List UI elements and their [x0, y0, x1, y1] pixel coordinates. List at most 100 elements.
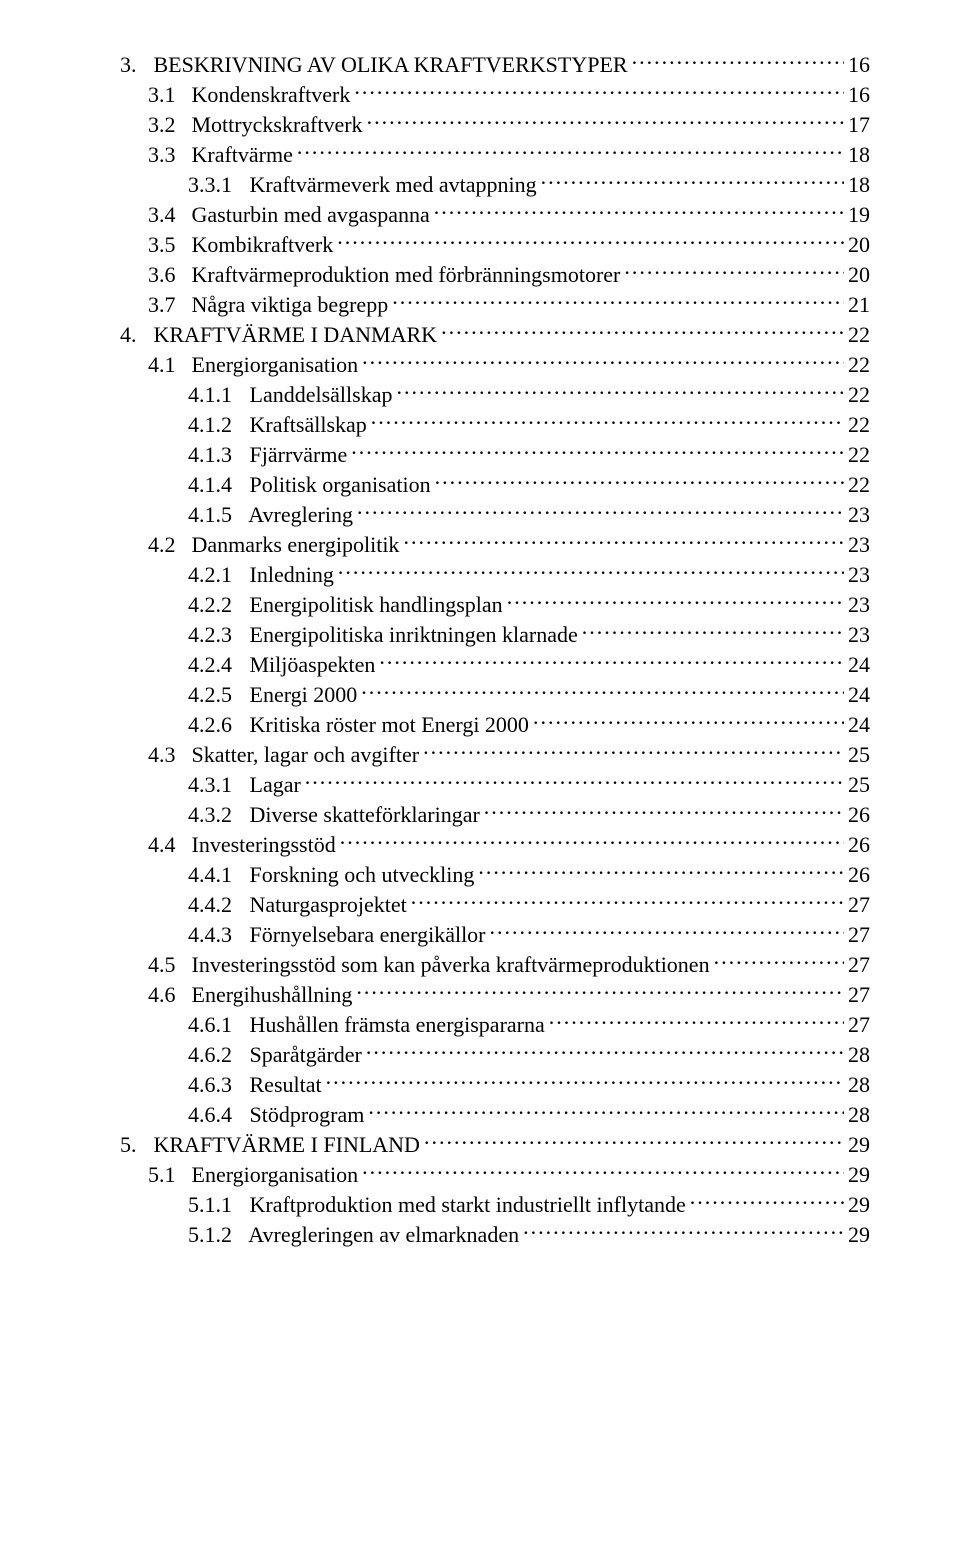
- toc-leader-dots: [379, 650, 844, 672]
- toc-leader-dots: [714, 950, 844, 972]
- toc-entry-label: 5.1 Energiorganisation: [148, 1160, 358, 1190]
- toc-entry-title: Inledning: [244, 562, 334, 587]
- toc-leader-dots: [435, 470, 844, 492]
- toc-entry-number: 3.3.1: [188, 170, 244, 200]
- toc-entry: 4.2.5 Energi 200024: [120, 680, 870, 710]
- toc-entry-page: 23: [848, 590, 870, 620]
- toc-entry-page: 20: [848, 230, 870, 260]
- toc-entry-page: 16: [848, 50, 870, 80]
- toc-entry-label: 4.4.1 Forskning och utveckling: [188, 860, 474, 890]
- toc-entry-page: 26: [848, 800, 870, 830]
- toc-entry-label: 4.3 Skatter, lagar och avgifter: [148, 740, 419, 770]
- toc-entry-page: 29: [848, 1220, 870, 1250]
- toc-entry-title: Avregleringen av elmarknaden: [244, 1222, 519, 1247]
- toc-entry-number: 4.2.6: [188, 710, 244, 740]
- toc-leader-dots: [366, 1040, 844, 1062]
- toc-entry-label: 4.2.3 Energipolitiska inriktningen klarn…: [188, 620, 578, 650]
- toc-entry-label: 4.4.2 Naturgasprojektet: [188, 890, 407, 920]
- toc-entry-number: 4.3: [148, 740, 186, 770]
- toc-entry-number: 4.: [120, 320, 148, 350]
- toc-entry-number: 3.5: [148, 230, 186, 260]
- toc-entry-number: 4.4.2: [188, 890, 244, 920]
- toc-entry: 4.3 Skatter, lagar och avgifter25: [120, 740, 870, 770]
- toc-entry: 4. KRAFTVÄRME I DANMARK22: [120, 320, 870, 350]
- toc-entry-number: 3.4: [148, 200, 186, 230]
- toc-leader-dots: [371, 410, 844, 432]
- toc-entry-number: 4.3.2: [188, 800, 244, 830]
- toc-entry: 4.1.2 Kraftsällskap22: [120, 410, 870, 440]
- toc-entry-number: 4.4.1: [188, 860, 244, 890]
- toc-entry-label: 4.2.6 Kritiska röster mot Energi 2000: [188, 710, 529, 740]
- toc-entry-label: 4.4.3 Förnyelsebara energikällor: [188, 920, 486, 950]
- toc-entry: 4.5 Investeringsstöd som kan påverka kra…: [120, 950, 870, 980]
- toc-entry-label: 3.7 Några viktiga begrepp: [148, 290, 388, 320]
- toc-leader-dots: [490, 920, 844, 942]
- toc-entry-number: 4.1.1: [188, 380, 244, 410]
- toc-leader-dots: [297, 140, 844, 162]
- toc-entry-page: 26: [848, 860, 870, 890]
- toc-entry-number: 5.1.2: [188, 1220, 244, 1250]
- toc-entry-title: Diverse skatteförklaringar: [244, 802, 480, 827]
- toc-entry-label: 5. KRAFTVÄRME I FINLAND: [120, 1130, 420, 1160]
- toc-entry-label: 4.3.2 Diverse skatteförklaringar: [188, 800, 480, 830]
- toc-leader-dots: [533, 710, 844, 732]
- toc-entry-label: 3.4 Gasturbin med avgaspanna: [148, 200, 430, 230]
- toc-leader-dots: [337, 230, 844, 252]
- toc-entry-page: 22: [848, 470, 870, 500]
- toc-entry: 4.4 Investeringsstöd26: [120, 830, 870, 860]
- toc-entry: 3. BESKRIVNING AV OLIKA KRAFTVERKSTYPER 1…: [120, 50, 870, 80]
- toc-entry: 3.4 Gasturbin med avgaspanna19: [120, 200, 870, 230]
- toc-entry-title: Forskning och utveckling: [244, 862, 474, 887]
- toc-entry-label: 3.3 Kraftvärme: [148, 140, 293, 170]
- toc-entry: 4.1.1 Landdelsällskap 22: [120, 380, 870, 410]
- toc-entry: 4.2 Danmarks energipolitik23: [120, 530, 870, 560]
- toc-entry-label: 4.2 Danmarks energipolitik: [148, 530, 399, 560]
- toc-entry-number: 3.: [120, 50, 148, 80]
- toc-leader-dots: [441, 320, 844, 342]
- toc-entry-number: 4.2.1: [188, 560, 244, 590]
- toc-entry-label: 3.6 Kraftvärmeproduktion med förbränning…: [148, 260, 620, 290]
- toc-entry-page: 17: [848, 110, 870, 140]
- toc-entry-title: BESKRIVNING AV OLIKA KRAFTVERKSTYPER: [148, 52, 628, 77]
- toc-entry-title: Landdelsällskap: [244, 382, 392, 407]
- toc-entry: 4.6.3 Resultat28: [120, 1070, 870, 1100]
- toc-entry-page: 27: [848, 890, 870, 920]
- toc-entry: 4.2.6 Kritiska röster mot Energi 200024: [120, 710, 870, 740]
- toc-entry-number: 4.1.3: [188, 440, 244, 470]
- toc-entry: 5. KRAFTVÄRME I FINLAND29: [120, 1130, 870, 1160]
- toc-entry-number: 4.5: [148, 950, 186, 980]
- toc-entry-number: 4.6.3: [188, 1070, 244, 1100]
- toc-entry-page: 22: [848, 380, 870, 410]
- toc-entry-title: Energiorganisation: [186, 1162, 358, 1187]
- toc-entry: 4.3.2 Diverse skatteförklaringar 26: [120, 800, 870, 830]
- toc-entry-label: 4.1 Energiorganisation: [148, 350, 358, 380]
- toc-entry-number: 4.1.5: [188, 500, 244, 530]
- toc-leader-dots: [351, 440, 844, 462]
- toc-entry-page: 29: [848, 1190, 870, 1220]
- toc-entry: 3.2 Mottryckskraftverk17: [120, 110, 870, 140]
- toc-entry-title: Energipolitiska inriktningen klarnade: [244, 622, 578, 647]
- toc-entry: 5.1 Energiorganisation29: [120, 1160, 870, 1190]
- toc-leader-dots: [338, 560, 844, 582]
- toc-entry-page: 27: [848, 950, 870, 980]
- toc-entry-title: Kritiska röster mot Energi 2000: [244, 712, 529, 737]
- toc-entry-title: KRAFTVÄRME I DANMARK: [148, 322, 437, 347]
- toc-entry-title: Naturgasprojektet: [244, 892, 407, 917]
- toc-entry-number: 5.1.1: [188, 1190, 244, 1220]
- toc-entry: 4.2.2 Energipolitisk handlingsplan 23: [120, 590, 870, 620]
- toc-entry-page: 27: [848, 1010, 870, 1040]
- toc-entry: 4.1 Energiorganisation22: [120, 350, 870, 380]
- toc-entry-number: 3.2: [148, 110, 186, 140]
- toc-entry-page: 23: [848, 560, 870, 590]
- table-of-contents: 3. BESKRIVNING AV OLIKA KRAFTVERKSTYPER 1…: [120, 50, 870, 1250]
- toc-entry-label: 5.1.2 Avregleringen av elmarknaden: [188, 1220, 519, 1250]
- toc-leader-dots: [403, 530, 844, 552]
- toc-entry-label: 4.2.2 Energipolitisk handlingsplan: [188, 590, 503, 620]
- toc-entry-title: Energihushållning: [186, 982, 352, 1007]
- toc-entry-title: Kombikraftverk: [186, 232, 333, 257]
- toc-entry-number: 4.4: [148, 830, 186, 860]
- toc-entry-title: Miljöaspekten: [244, 652, 375, 677]
- toc-entry-label: 4.1.2 Kraftsällskap: [188, 410, 367, 440]
- toc-entry-page: 24: [848, 650, 870, 680]
- toc-entry-title: Kraftvärmeproduktion med förbränningsmot…: [186, 262, 620, 287]
